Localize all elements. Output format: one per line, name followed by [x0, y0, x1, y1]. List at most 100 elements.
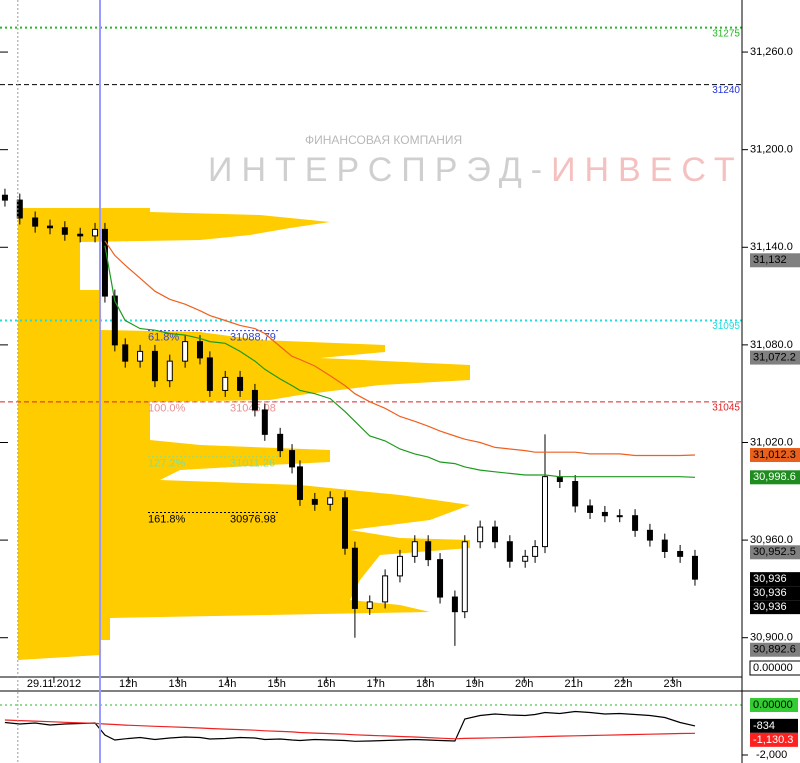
candle-body [677, 550, 684, 557]
price-tag-label: 30,936 [753, 587, 787, 599]
candle-body [151, 350, 158, 382]
candle-body [196, 341, 203, 359]
candle-body [237, 376, 244, 391]
candle-body [437, 559, 444, 598]
candle-body [541, 476, 548, 548]
y-tick-label: 31,080.0 [750, 339, 793, 351]
watermark-name-1: ИНТЕРСПРЭД- [208, 151, 551, 189]
candle-body [327, 497, 334, 505]
candle-body [572, 481, 579, 507]
candle-body [46, 225, 53, 229]
indicator-y-tick-label: -2,000 [756, 749, 787, 761]
moving-average [104, 240, 696, 457]
main-plot: 31275 31240 31095 31045 61.8% 31088.79 100.0% 3… [0, 26, 742, 646]
fib-value: 30976.98 [230, 513, 276, 525]
y-tick-label: 30,900.0 [750, 632, 793, 644]
y-tick-label: 31,260.0 [750, 46, 793, 58]
candle-body [16, 199, 23, 219]
price-tag [750, 572, 800, 587]
x-tick-label: 29.11.2012 [27, 678, 81, 690]
volume-tag [749, 660, 800, 676]
candle-body [166, 360, 173, 382]
price-tag [750, 586, 800, 601]
fib-value: 31088.79 [230, 331, 276, 343]
candle-body [61, 227, 68, 235]
x-tick-label: 14h [218, 678, 236, 690]
price-tag-label: 30,936 [753, 601, 787, 613]
candle-body [92, 228, 99, 237]
level-label: 31045 [712, 402, 740, 413]
price-tag-label: 31,072.2 [753, 351, 796, 363]
x-tick-label: 20h [515, 678, 533, 690]
price-tag [750, 642, 800, 657]
candle-body [77, 233, 84, 237]
indicator-tag [750, 718, 798, 733]
candle-body [222, 376, 229, 391]
watermark-company: ФИНАНСОВАЯ КОМПАНИЯ [305, 133, 462, 147]
level-label: 31240 [712, 85, 740, 96]
indicator-line [4, 719, 696, 740]
candle-body [311, 498, 318, 505]
candle-body [137, 350, 144, 362]
candle-body [122, 344, 129, 362]
indicator-tag-label: -834 [753, 720, 775, 732]
x-tick-label: 18h [416, 678, 434, 690]
price-tag [750, 253, 800, 268]
price-tag [750, 470, 800, 485]
x-tick-label: 12h [119, 678, 137, 690]
x-tick-label: 23h [664, 678, 682, 690]
price-tag [750, 350, 800, 365]
candle-body [491, 526, 498, 543]
candle-body [477, 526, 484, 543]
indicator-tag-label: 0.00000 [753, 699, 793, 711]
candle-body [251, 389, 258, 411]
candle-body [111, 295, 118, 346]
watermark-name: ИНТЕРСПРЭД-ИНВЕСТ [208, 151, 744, 189]
candle-body [601, 511, 608, 517]
fib-ratio: 100.0% [148, 403, 186, 415]
candle-body [32, 217, 39, 227]
level-label: 31095 [712, 321, 740, 332]
candle-body [461, 541, 468, 613]
x-tick-label: 15h [268, 678, 286, 690]
candle-body [351, 547, 358, 609]
candle-body [522, 555, 529, 562]
candle-body [556, 476, 563, 483]
candle-body [366, 601, 373, 609]
x-tick-label: 22h [614, 678, 632, 690]
x-tick-label: 19h [466, 678, 484, 690]
indicator-tag [750, 732, 798, 747]
candle-body [691, 555, 698, 580]
fib-ratio: 61.8% [148, 331, 179, 343]
candle-body [632, 515, 639, 531]
moving-average [104, 245, 696, 478]
y-tick-label: 31,200.0 [750, 144, 793, 156]
level-label: 31275 [712, 28, 740, 39]
x-tick-label: 17h [367, 678, 385, 690]
indicator-tag [750, 698, 798, 712]
price-tag-label: 31,012.3 [753, 449, 796, 461]
candle-body [646, 529, 653, 541]
candle-body [506, 541, 513, 562]
x-tick-label: 16h [317, 678, 335, 690]
candle-body [532, 546, 539, 557]
volume-tag-label: 0.00000 [753, 662, 793, 674]
x-tick-label: 13h [169, 678, 187, 690]
indicator-line [4, 710, 696, 742]
price-tag-label: 31,132 [753, 254, 787, 266]
price-tag-label: 30,892.6 [753, 644, 796, 656]
y-tick-label: 30,960.0 [750, 534, 793, 546]
y-tick-label: 31,020.0 [750, 436, 793, 448]
candle-body [1, 194, 8, 201]
price-tag [750, 600, 800, 615]
price-tag-label: 30,952.5 [753, 546, 796, 558]
watermark-name-2: ИНВЕСТ [551, 151, 744, 189]
candle-body [396, 555, 403, 577]
candle-body [289, 450, 296, 468]
y-tick-label: 31,140.0 [750, 241, 793, 253]
fib-value: 31011.26 [230, 458, 275, 470]
candle-body [411, 541, 418, 557]
candle-body [425, 541, 432, 561]
candle-body [587, 505, 594, 513]
